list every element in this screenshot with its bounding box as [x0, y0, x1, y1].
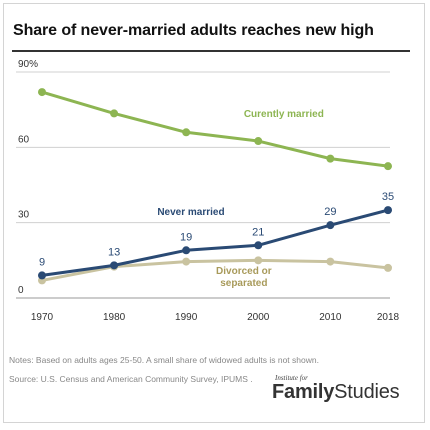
data-label: 21 — [252, 226, 264, 238]
chart-notes: Notes: Based on adults ages 25-50. A sma… — [9, 355, 319, 365]
x-tick-label: 2018 — [377, 312, 400, 323]
x-tick-label: 2000 — [247, 312, 270, 323]
data-label: 9 — [39, 256, 45, 268]
data-point — [182, 257, 191, 266]
series-line — [41, 90, 389, 168]
data-label: 35 — [382, 191, 394, 203]
data-label: 13 — [108, 246, 120, 258]
data-point — [326, 257, 335, 266]
x-tick-label: 1990 — [175, 312, 198, 323]
logo-bold: Family — [272, 381, 335, 403]
title-rule — [12, 50, 410, 52]
series-line — [41, 208, 389, 277]
series-label: Divorced or separated — [216, 266, 272, 289]
data-point — [384, 263, 392, 272]
y-tick-label: 30 — [18, 210, 30, 221]
data-point — [254, 256, 263, 265]
logo-rest: Studies — [334, 381, 400, 403]
data-point — [182, 246, 191, 255]
x-tick-label: 2010 — [319, 312, 342, 323]
data-point — [384, 206, 392, 215]
chart-frame — [3, 3, 425, 423]
chart-source: Source: U.S. Census and American Communi… — [9, 374, 253, 384]
chart-title: Share of never-married adults reaches ne… — [13, 22, 374, 39]
data-point — [38, 88, 46, 97]
x-tick-label: 1970 — [31, 312, 54, 323]
y-tick-label: 90% — [18, 59, 38, 70]
data-point — [110, 261, 119, 270]
data-point — [38, 271, 46, 280]
publisher-logo: Institute for FamilyStudies — [272, 374, 400, 404]
data-point — [384, 162, 392, 171]
data-point — [326, 154, 335, 163]
logo-wordmark: FamilyStudies — [272, 381, 400, 404]
data-point — [326, 221, 335, 230]
data-point — [110, 109, 119, 118]
x-tick-label: 1980 — [103, 312, 126, 323]
data-point — [182, 128, 191, 137]
series-label: Never married — [157, 207, 224, 218]
logo-pretext: Institute for — [275, 374, 308, 382]
series-label-line: separated — [220, 278, 267, 289]
series-label: Curently married — [244, 109, 324, 120]
data-point — [254, 137, 263, 146]
series-label-line: Divorced or — [216, 266, 272, 277]
data-point — [254, 241, 263, 250]
series-label-line: Curently married — [244, 109, 324, 120]
y-tick-label: 60 — [18, 134, 30, 145]
series-line — [41, 258, 389, 282]
data-label: 29 — [324, 206, 336, 218]
data-label: 19 — [180, 231, 192, 243]
y-tick-label: 0 — [18, 285, 24, 296]
series-label-line: Never married — [157, 207, 224, 218]
